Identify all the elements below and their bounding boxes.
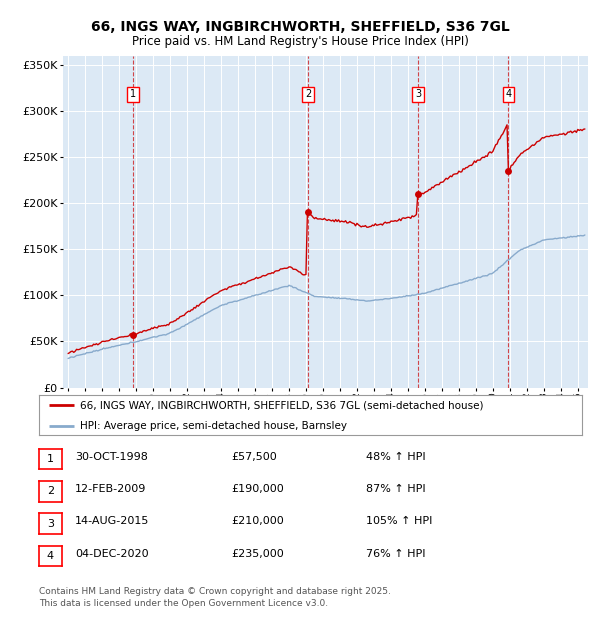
Text: HPI: Average price, semi-detached house, Barnsley: HPI: Average price, semi-detached house,… (80, 420, 347, 430)
Text: This data is licensed under the Open Government Licence v3.0.: This data is licensed under the Open Gov… (39, 598, 328, 608)
Text: £210,000: £210,000 (231, 516, 284, 526)
Text: 76% ↑ HPI: 76% ↑ HPI (366, 549, 425, 559)
Text: 1: 1 (130, 89, 136, 99)
Text: 3: 3 (47, 518, 54, 529)
Text: 3: 3 (415, 89, 421, 99)
Text: £190,000: £190,000 (231, 484, 284, 494)
Text: 04-DEC-2020: 04-DEC-2020 (75, 549, 149, 559)
Text: Price paid vs. HM Land Registry's House Price Index (HPI): Price paid vs. HM Land Registry's House … (131, 35, 469, 48)
Text: 4: 4 (47, 551, 54, 561)
Text: 30-OCT-1998: 30-OCT-1998 (75, 452, 148, 462)
Text: 4: 4 (505, 89, 512, 99)
Text: 14-AUG-2015: 14-AUG-2015 (75, 516, 149, 526)
Text: 105% ↑ HPI: 105% ↑ HPI (366, 516, 433, 526)
Text: Contains HM Land Registry data © Crown copyright and database right 2025.: Contains HM Land Registry data © Crown c… (39, 587, 391, 596)
Text: 66, INGS WAY, INGBIRCHWORTH, SHEFFIELD, S36 7GL: 66, INGS WAY, INGBIRCHWORTH, SHEFFIELD, … (91, 20, 509, 34)
Text: 66, INGS WAY, INGBIRCHWORTH, SHEFFIELD, S36 7GL (semi-detached house): 66, INGS WAY, INGBIRCHWORTH, SHEFFIELD, … (80, 401, 483, 410)
Text: 2: 2 (47, 486, 54, 497)
Text: 48% ↑ HPI: 48% ↑ HPI (366, 452, 425, 462)
Text: 12-FEB-2009: 12-FEB-2009 (75, 484, 146, 494)
Text: 1: 1 (47, 454, 54, 464)
Text: 87% ↑ HPI: 87% ↑ HPI (366, 484, 425, 494)
Text: £235,000: £235,000 (231, 549, 284, 559)
Text: 2: 2 (305, 89, 311, 99)
Text: £57,500: £57,500 (231, 452, 277, 462)
